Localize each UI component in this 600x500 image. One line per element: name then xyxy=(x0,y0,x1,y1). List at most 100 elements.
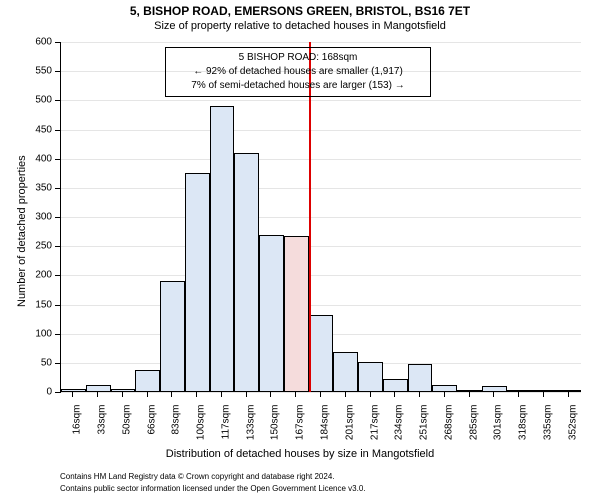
annotation-line-1: 5 BISHOP ROAD: 168sqm xyxy=(166,51,430,65)
y-tick-mark xyxy=(55,42,60,43)
x-tick-mark xyxy=(122,392,123,397)
x-tick-label: 100sqm xyxy=(196,405,207,455)
y-tick-mark xyxy=(55,71,60,72)
x-tick-mark xyxy=(543,392,544,397)
y-tick-label: 100 xyxy=(22,328,52,339)
x-tick-mark xyxy=(518,392,519,397)
y-tick-label: 500 xyxy=(22,95,52,106)
y-tick-mark xyxy=(55,159,60,160)
bar xyxy=(111,389,136,392)
y-tick-mark xyxy=(55,130,60,131)
x-tick-mark xyxy=(493,392,494,397)
grid-line xyxy=(61,305,581,306)
y-tick-label: 350 xyxy=(22,182,52,193)
x-tick-mark xyxy=(270,392,271,397)
y-tick-mark xyxy=(55,246,60,247)
bar xyxy=(185,173,210,392)
x-tick-mark xyxy=(419,392,420,397)
x-tick-label: 184sqm xyxy=(320,405,331,455)
bar xyxy=(284,236,309,392)
x-tick-mark xyxy=(221,392,222,397)
bar xyxy=(234,153,259,392)
bar xyxy=(432,385,457,392)
bar xyxy=(333,352,358,392)
chart-title: 5, BISHOP ROAD, EMERSONS GREEN, BRISTOL,… xyxy=(0,4,600,18)
x-tick-label: 251sqm xyxy=(419,405,430,455)
x-tick-label: 234sqm xyxy=(394,405,405,455)
x-tick-mark xyxy=(171,392,172,397)
y-tick-label: 600 xyxy=(22,37,52,48)
chart-subtitle: Size of property relative to detached ho… xyxy=(0,20,600,32)
grid-line xyxy=(61,130,581,131)
x-tick-label: 335sqm xyxy=(542,405,553,455)
x-tick-label: 318sqm xyxy=(518,405,529,455)
bar xyxy=(309,315,334,392)
bar xyxy=(358,362,383,392)
x-tick-mark xyxy=(320,392,321,397)
x-tick-mark xyxy=(394,392,395,397)
x-tick-label: 201sqm xyxy=(344,405,355,455)
x-tick-label: 268sqm xyxy=(443,405,454,455)
x-tick-mark xyxy=(97,392,98,397)
y-tick-label: 450 xyxy=(22,124,52,135)
grid-line xyxy=(61,159,581,160)
x-tick-label: 83sqm xyxy=(171,405,182,455)
x-tick-mark xyxy=(196,392,197,397)
y-tick-mark xyxy=(55,392,60,393)
x-tick-label: 50sqm xyxy=(121,405,132,455)
footnote-line-2: Contains public sector information licen… xyxy=(60,484,366,493)
y-tick-label: 0 xyxy=(22,387,52,398)
y-tick-label: 150 xyxy=(22,299,52,310)
bar xyxy=(457,390,482,392)
x-tick-label: 150sqm xyxy=(270,405,281,455)
x-tick-label: 301sqm xyxy=(493,405,504,455)
y-tick-mark xyxy=(55,334,60,335)
bar xyxy=(408,364,433,392)
bar xyxy=(61,389,86,392)
x-tick-mark xyxy=(469,392,470,397)
bar xyxy=(531,390,556,392)
x-tick-label: 285sqm xyxy=(468,405,479,455)
y-axis-label: Number of detached properties xyxy=(16,155,28,307)
bar xyxy=(210,106,235,392)
x-tick-label: 117sqm xyxy=(220,405,231,455)
bar xyxy=(86,385,111,392)
x-tick-label: 167sqm xyxy=(295,405,306,455)
y-tick-label: 550 xyxy=(22,66,52,77)
x-tick-mark xyxy=(147,392,148,397)
y-tick-label: 300 xyxy=(22,212,52,223)
x-tick-mark xyxy=(568,392,569,397)
x-tick-mark xyxy=(246,392,247,397)
y-tick-label: 50 xyxy=(22,357,52,368)
y-tick-mark xyxy=(55,305,60,306)
x-tick-mark xyxy=(444,392,445,397)
x-tick-label: 33sqm xyxy=(97,405,108,455)
footnote-line-1: Contains HM Land Registry data © Crown c… xyxy=(60,472,335,481)
x-tick-label: 16sqm xyxy=(72,405,83,455)
bar xyxy=(383,379,408,392)
y-tick-mark xyxy=(55,217,60,218)
y-tick-mark xyxy=(55,100,60,101)
grid-line xyxy=(61,100,581,101)
histogram-chart: 5, BISHOP ROAD, EMERSONS GREEN, BRISTOL,… xyxy=(0,0,600,500)
bar xyxy=(135,370,160,392)
x-tick-mark xyxy=(370,392,371,397)
x-tick-label: 217sqm xyxy=(369,405,380,455)
grid-line xyxy=(61,42,581,43)
y-tick-mark xyxy=(55,363,60,364)
grid-line xyxy=(61,246,581,247)
x-tick-label: 352sqm xyxy=(567,405,578,455)
annotation-line-3: 7% of semi-detached houses are larger (1… xyxy=(166,79,430,93)
annotation-line-2: ← 92% of detached houses are smaller (1,… xyxy=(166,65,430,79)
y-tick-mark xyxy=(55,188,60,189)
y-tick-mark xyxy=(55,275,60,276)
x-tick-label: 66sqm xyxy=(146,405,157,455)
y-tick-label: 200 xyxy=(22,270,52,281)
bar xyxy=(259,235,284,393)
y-tick-label: 250 xyxy=(22,241,52,252)
bar xyxy=(556,390,581,392)
grid-line xyxy=(61,188,581,189)
x-tick-mark xyxy=(295,392,296,397)
grid-line xyxy=(61,392,581,393)
y-tick-label: 400 xyxy=(22,153,52,164)
